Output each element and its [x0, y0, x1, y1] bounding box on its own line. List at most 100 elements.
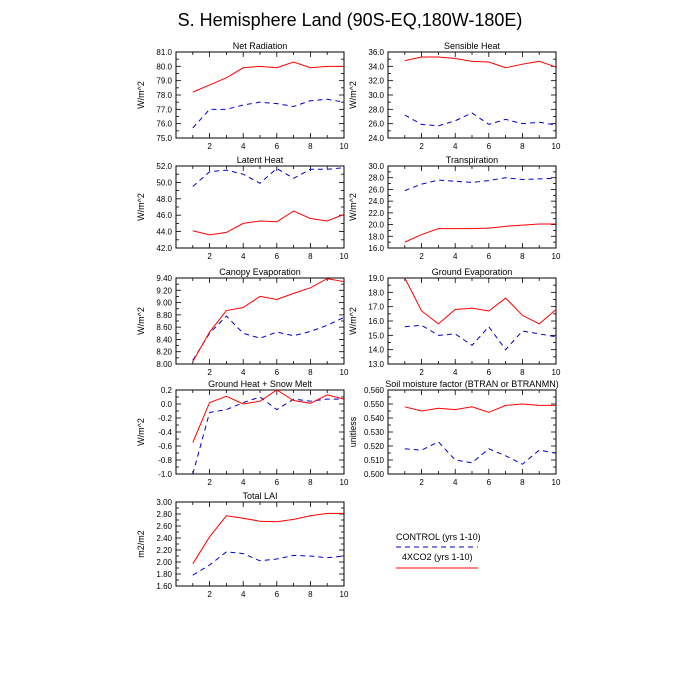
series-line-4xco2 [192, 389, 345, 443]
x-tick-label: 8 [308, 478, 313, 487]
y-tick-label: 16.0 [368, 317, 384, 326]
y-tick-label: 30.0 [368, 91, 384, 100]
series-line-4xco2 [404, 277, 557, 325]
y-tick-label: 0.530 [364, 428, 385, 437]
y-tick-label: 15.0 [368, 331, 384, 340]
series-line-control [404, 112, 557, 127]
panel-title: Soil moisture factor (BTRAN or BTRANMN) [385, 379, 559, 389]
y-tick-label: 2.60 [156, 522, 172, 531]
legend-label-control: CONTROL (yrs 1-10) [396, 532, 481, 542]
plot-frame [387, 51, 557, 139]
panel-title: Total LAI [242, 491, 277, 501]
y-tick-label: 3.00 [156, 498, 172, 507]
chart-panel-7: Ground Heat + Snow Melt W/m^2 2 4 6 8 10 -1.0 -0… [136, 379, 349, 487]
x-tick-label: 8 [520, 368, 525, 377]
panel-title: Latent Heat [237, 155, 284, 165]
x-tick-label: 6 [275, 142, 280, 151]
x-tick-label: 2 [207, 368, 212, 377]
x-tick-label: 2 [207, 142, 212, 151]
panel-title: Net Radiation [233, 41, 288, 51]
y-tick-label: 0.2 [161, 386, 173, 395]
y-tick-label: 32.0 [368, 77, 384, 86]
x-tick-label: 8 [520, 142, 525, 151]
x-tick-label: 10 [340, 368, 349, 377]
series-line-4xco2 [404, 223, 556, 243]
y-tick-label: 1.60 [156, 582, 172, 591]
y-tick-label: 8.80 [156, 311, 172, 320]
y-tick-label: 42.0 [156, 244, 172, 253]
y-axis-label: W/m^2 [348, 307, 358, 335]
series-line-control [192, 98, 345, 129]
y-axis-label: unitless [348, 416, 358, 447]
x-tick-label: 6 [275, 478, 280, 487]
y-tick-label: 0.540 [364, 414, 385, 423]
y-tick-label: 2.40 [156, 534, 172, 543]
series-line-4xco2 [404, 56, 557, 69]
y-tick-label: 8.60 [156, 323, 172, 332]
y-tick-label: 28.0 [368, 174, 384, 183]
y-tick-label: 18.0 [368, 288, 384, 297]
y-axis-label: W/m^2 [348, 193, 358, 221]
y-tick-label: 80.0 [156, 62, 172, 71]
series-line-4xco2 [192, 61, 344, 93]
y-tick-label: 36.0 [368, 48, 384, 57]
y-tick-label: 81.0 [156, 48, 172, 57]
figure-title: S. Hemisphere Land (90S-EQ,180W-180E) [177, 10, 523, 30]
y-tick-label: 78.0 [156, 91, 172, 100]
y-tick-label: 0.500 [364, 470, 385, 479]
chart-panel-3: Latent Heat W/m^2 2 4 6 8 10 42.0 44.0 46.0 48.0 50… [136, 155, 349, 261]
panel-title: Canopy Evaporation [219, 267, 301, 277]
y-tick-label: 26.0 [368, 120, 384, 129]
series-line-control [192, 551, 345, 576]
x-tick-label: 2 [207, 252, 212, 261]
x-tick-label: 10 [552, 142, 561, 151]
series-line-control [192, 315, 345, 361]
y-tick-label: -0.4 [158, 428, 172, 437]
y-tick-label: 2.00 [156, 558, 172, 567]
y-tick-label: 13.0 [368, 360, 384, 369]
y-tick-label: 76.0 [156, 120, 172, 129]
chart-panel-5: Canopy Evaporation W/m^2 2 4 6 8 10 8.00 8.20 8.4… [136, 267, 349, 377]
y-tick-label: 19.0 [368, 274, 384, 283]
y-axis-label: W/m^2 [136, 81, 146, 109]
series-line-4xco2 [192, 512, 344, 565]
y-tick-label: 14.0 [368, 346, 384, 355]
y-tick-label: 9.00 [156, 299, 172, 308]
y-tick-label: 22.0 [368, 209, 384, 218]
y-tick-label: 26.0 [368, 185, 384, 194]
series-line-4xco2 [192, 210, 345, 236]
plot-frame [387, 277, 557, 365]
x-tick-label: 6 [275, 252, 280, 261]
y-tick-label: 20.0 [368, 221, 384, 230]
y-tick-label: 0.560 [364, 386, 385, 395]
legend: CONTROL (yrs 1-10) 4XCO2 (yrs 1-10) [396, 532, 481, 569]
y-tick-label: 48.0 [156, 195, 172, 204]
y-axis-label: W/m^2 [136, 418, 146, 446]
x-tick-label: 8 [308, 368, 313, 377]
y-tick-label: 16.0 [368, 244, 384, 253]
chart-panel-6: Ground Evaporation W/m^2 2 4 6 8 10 13.0 14.0 15.… [348, 267, 561, 377]
x-tick-label: 4 [453, 478, 458, 487]
series-line-control [404, 177, 557, 192]
y-tick-label: 46.0 [156, 211, 172, 220]
chart-panel-2: Sensible Heat W/m^2 2 4 6 8 10 24.0 26.0 28.0 30.0… [348, 41, 561, 151]
chart-panel-9: Total LAI m2/m2 2 4 6 8 10 1.60 1.80 2.00 2.20 2.40… [136, 491, 349, 599]
series-line-control [192, 167, 345, 187]
panel-title: Ground Evaporation [432, 267, 513, 277]
y-tick-label: 8.00 [156, 360, 172, 369]
chart-panel-1: Net Radiation W/m^2 2 4 6 8 10 75.0 76.0 77.0 78.0… [136, 41, 349, 151]
plot-frame [175, 389, 345, 475]
plot-frame [175, 165, 345, 249]
y-axis-label: W/m^2 [348, 81, 358, 109]
series-line-control [404, 441, 557, 465]
x-tick-label: 8 [308, 590, 313, 599]
y-tick-label: 18.0 [368, 232, 384, 241]
y-tick-label: 30.0 [368, 162, 384, 171]
x-tick-label: 2 [207, 590, 212, 599]
x-tick-label: 4 [453, 142, 458, 151]
y-tick-label: 9.40 [156, 274, 172, 283]
x-tick-label: 4 [241, 478, 246, 487]
y-tick-label: 8.40 [156, 335, 172, 344]
y-tick-label: 1.80 [156, 570, 172, 579]
x-tick-label: 6 [487, 142, 492, 151]
